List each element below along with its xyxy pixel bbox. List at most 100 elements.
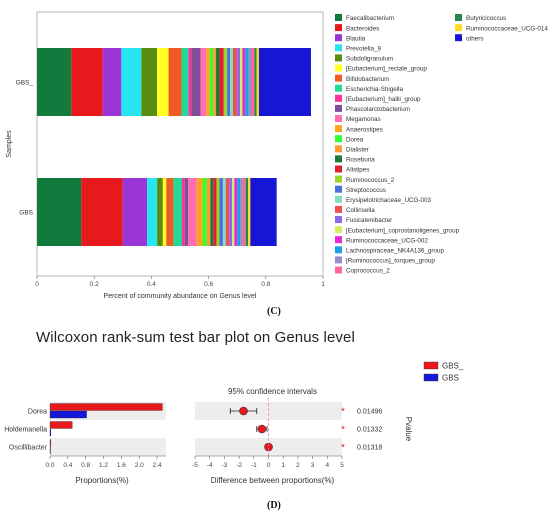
bar-segment-gbs-bacteroides xyxy=(71,48,103,116)
ci-point-holdemanella xyxy=(257,424,267,434)
legend-swatch-ruminococcus-2 xyxy=(335,175,342,183)
bar-segment-gbs-anaerostipes xyxy=(196,178,203,246)
legend-swatch-bacteroides xyxy=(335,24,342,32)
legend-label-gbs: GBS xyxy=(442,374,459,383)
stacked-bar-chart: GBS_ GBS 0 0.2 0.4 0.6 0.8 1 Percent of communit… xyxy=(6,11,548,300)
x-tick-label: 1 xyxy=(281,462,285,469)
bar-segment-gbs-prevotella-9 xyxy=(121,48,142,116)
bar-segment-gbs-ruminococcaceae-ucg-002 xyxy=(234,178,238,246)
legend-swatch-eubacterium-rectale-group xyxy=(335,64,342,72)
bar-segment-gbs-anaerostipes xyxy=(206,48,210,116)
prop-bar-holdemanella-gbs xyxy=(49,428,52,437)
legend-swatch-fusicatenibacter xyxy=(335,216,342,223)
legend-label-bifidobacterium: Bifidobacterium xyxy=(346,76,389,83)
wilcoxon-title: Wilcoxon rank-sum test bar plot on Genus… xyxy=(36,329,355,346)
bar-segment-gbs-butyricicoccus xyxy=(254,48,257,116)
bar-segment-gbs-lachnospiraceae-nk4a136-group xyxy=(245,48,249,116)
legend-label-ruminococcus-2: Ruminococcus_2 xyxy=(346,177,395,184)
y-axis-label-pvalue: Pvalue xyxy=(404,417,413,442)
bar-segment-gbs-roseburia xyxy=(216,48,220,116)
legend-swatch-others xyxy=(455,34,462,42)
prop-bar-oscillibacter-gbs xyxy=(49,446,51,455)
legend-label-streptococcus: Streptococcus xyxy=(346,187,386,194)
bar-segment-gbs-blautia xyxy=(102,48,122,116)
bar-segment-gbs-ruminococcus-2 xyxy=(223,48,228,116)
x-tick-label: 0.4 xyxy=(63,462,72,469)
x-tick-label: 0.2 xyxy=(90,281,99,288)
bar-segment-gbs-alistipes xyxy=(219,48,224,116)
bar-segment-gbs-eubacterium-coprostanoligenes-group xyxy=(232,178,235,246)
legend-swatch-gbs xyxy=(423,361,439,370)
bar-segment-gbs-dialister xyxy=(206,178,211,246)
legend-swatch-bifidobacterium xyxy=(335,74,342,82)
x-tick-label: -5 xyxy=(192,462,198,469)
legend-label-megamonas: Megamonas xyxy=(346,116,381,123)
bar-segment-gbs-erysipelotrichaceae-ucg-003 xyxy=(230,48,233,116)
legend-label-ruminococcaceae-ucg-014: Ruminococcaceae_UCG-014 xyxy=(466,25,548,32)
legend-label-collinsella: Collinsella xyxy=(346,207,375,214)
legend-swatch-butyricicoccus xyxy=(455,14,462,21)
legend-swatch-dialister xyxy=(335,145,342,153)
wilcoxon-chart: GBS_ GBS Dorea * 0.01496 Holdemanella * 0.01332… xyxy=(4,361,464,486)
bar-segment-gbs-coprococcus-2 xyxy=(242,178,246,246)
ci-point-dorea xyxy=(239,406,248,416)
bar-segment-gbs-erysipelotrichaceae-ucg-003 xyxy=(222,178,226,246)
x-tick-label: 1.2 xyxy=(99,462,108,469)
legend-swatch-alistipes xyxy=(335,165,342,173)
legend-label-roseburia: Roseburia xyxy=(346,157,375,164)
bar-segment-gbs-bifidobacterium xyxy=(168,48,182,116)
panel-label-c: (C) xyxy=(267,306,281,317)
legend-label-blautia: Blautia xyxy=(346,35,366,42)
legend-label-alistipes: Alistipes xyxy=(346,167,369,174)
bar-segment-gbs-megamonas xyxy=(200,48,207,116)
legend-swatch-streptococcus xyxy=(335,185,342,193)
legend-swatch-blautia xyxy=(335,34,342,42)
legend-swatch-dorea xyxy=(335,135,342,143)
bar-segment-gbs-megamonas xyxy=(188,178,197,246)
bar-segment-gbs-prevotella-9 xyxy=(147,178,158,246)
bar-segment-gbs-roseburia xyxy=(210,178,214,246)
bar-segment-gbs-phascolarctobacterium xyxy=(184,178,189,246)
legend-label-ruminococcaceae-ucg-002: Ruminococcaceae_UCG-002 xyxy=(346,237,428,244)
significance-marker: * xyxy=(341,443,345,454)
legend-swatch-eubacterium-hallii-group xyxy=(335,94,342,102)
bar-segment-gbs-lachnospiraceae-nk4a136-group xyxy=(237,178,241,246)
legend-swatch-ruminococcus-torques-group xyxy=(335,256,342,264)
pvalue-label: 0.01496 xyxy=(357,409,382,416)
legend-label-phascolarctobacterium: Phascolarctobacterium xyxy=(346,106,410,113)
legend-swatch-subdoligranulum xyxy=(335,54,342,62)
legend-label-ruminococcus-torques-group: [Ruminococcus]_torques_group xyxy=(346,258,435,265)
legend-label-eubacterium-coprostanoligenes-group: [Eubacterium]_coprostanoligenes_group xyxy=(346,227,460,234)
significance-marker: * xyxy=(341,425,345,436)
x-tick-label: 2.0 xyxy=(135,462,144,469)
x-tick-label: 0.6 xyxy=(204,281,213,288)
bar-segment-gbs-fusicatenibacter xyxy=(229,178,233,246)
x-tick-label: 0 xyxy=(35,281,39,288)
bar-segment-gbs-eubacterium-rectale-group xyxy=(157,48,169,116)
x-tick-label: 0 xyxy=(267,462,271,469)
bar-segment-gbs-subdoligranulum xyxy=(141,48,158,116)
pvalue-label: 0.01318 xyxy=(357,445,382,452)
bar-segment-gbs-bacteroides xyxy=(81,178,123,246)
x-tick-label: -1 xyxy=(251,462,257,469)
plot-frame xyxy=(36,11,324,277)
legend-label-dialister: Dialister xyxy=(346,147,369,154)
bar-segment-gbs-ruminococcaceae-ucg-002 xyxy=(242,48,246,116)
legend-label-eubacterium-hallii-group: [Eubacterium]_hallii_group xyxy=(346,96,421,103)
legend-label-others: others xyxy=(466,35,484,42)
x-axis-label-difference: Difference between proportions(%) xyxy=(211,476,335,485)
bar-segment-gbs-streptococcus xyxy=(219,178,223,246)
x-axis-label: Percent of community abundance on Genus … xyxy=(104,293,257,300)
bar-segment-gbs-streptococcus xyxy=(227,48,231,116)
legend-label-escherichia-shigella: Escherichia-Shigella xyxy=(346,86,404,93)
x-tick-label: -2 xyxy=(236,462,242,469)
bar-segment-gbs-bifidobacterium xyxy=(166,178,174,246)
x-tick-label: 4 xyxy=(325,462,329,469)
bar-segment-gbs-butyricicoccus xyxy=(245,178,249,246)
x-tick-label: 1 xyxy=(321,281,325,288)
bar-segment-gbs-faecalibacterium xyxy=(37,178,82,246)
bar-segment-gbs-ruminococcaceae-ucg-014 xyxy=(256,48,259,116)
legend-swatch-erysipelotrichaceae-ucg-003 xyxy=(335,195,342,203)
legend-swatch-escherichia-shigella xyxy=(335,84,342,92)
y-axis-label: Samples xyxy=(6,130,13,158)
